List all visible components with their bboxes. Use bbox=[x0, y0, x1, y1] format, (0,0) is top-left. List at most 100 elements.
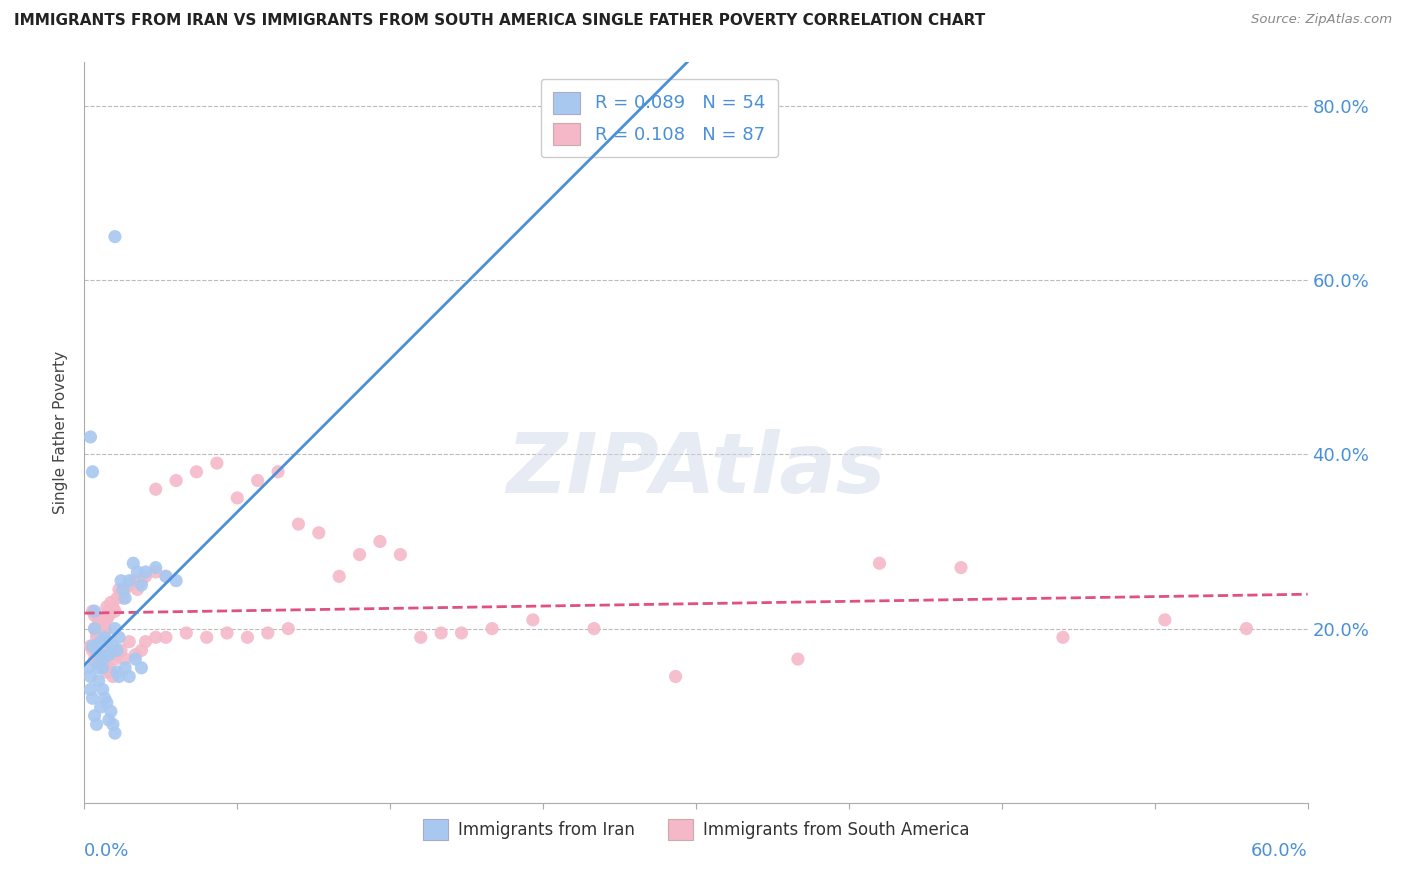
Point bbox=[87, 634, 110, 648]
Point bbox=[131, 574, 153, 588]
Point bbox=[96, 613, 118, 627]
Point bbox=[450, 626, 472, 640]
Point bbox=[124, 652, 146, 666]
Point bbox=[104, 726, 127, 740]
Point bbox=[79, 669, 101, 683]
Point bbox=[1154, 613, 1177, 627]
Point bbox=[93, 661, 115, 675]
Point bbox=[583, 622, 606, 636]
Point bbox=[145, 560, 167, 574]
Point bbox=[108, 582, 131, 597]
Point bbox=[93, 626, 115, 640]
Legend: Immigrants from Iran, Immigrants from South America: Immigrants from Iran, Immigrants from So… bbox=[416, 813, 976, 847]
Point bbox=[104, 622, 127, 636]
Point bbox=[389, 548, 412, 562]
Point bbox=[114, 582, 136, 597]
Point bbox=[131, 643, 153, 657]
Point bbox=[86, 639, 108, 653]
Point bbox=[186, 465, 208, 479]
Point bbox=[90, 652, 112, 666]
Point bbox=[87, 613, 110, 627]
Point bbox=[118, 578, 141, 592]
Point bbox=[118, 634, 141, 648]
Point bbox=[90, 626, 112, 640]
Point bbox=[131, 661, 153, 675]
Point bbox=[87, 643, 110, 657]
Point bbox=[205, 456, 228, 470]
Point bbox=[96, 665, 118, 680]
Point bbox=[430, 626, 453, 640]
Point bbox=[277, 622, 299, 636]
Point bbox=[114, 661, 136, 675]
Point bbox=[86, 643, 108, 657]
Point bbox=[110, 587, 132, 601]
Point bbox=[82, 643, 104, 657]
Point bbox=[165, 574, 187, 588]
Point bbox=[83, 622, 105, 636]
Point bbox=[127, 582, 149, 597]
Point bbox=[90, 700, 112, 714]
Point bbox=[87, 673, 110, 688]
Point bbox=[96, 634, 118, 648]
Point bbox=[79, 430, 101, 444]
Point bbox=[328, 569, 350, 583]
Point bbox=[246, 474, 269, 488]
Point bbox=[101, 599, 124, 614]
Point bbox=[127, 565, 149, 579]
Point bbox=[217, 626, 239, 640]
Point bbox=[91, 613, 114, 627]
Point bbox=[79, 682, 101, 697]
Point bbox=[481, 622, 503, 636]
Point bbox=[174, 626, 197, 640]
Point bbox=[93, 630, 115, 644]
Point bbox=[114, 652, 136, 666]
Point bbox=[114, 591, 136, 606]
Point bbox=[236, 630, 259, 644]
Point bbox=[257, 626, 280, 640]
Point bbox=[522, 613, 544, 627]
Point bbox=[287, 517, 309, 532]
Point bbox=[308, 525, 330, 540]
Point bbox=[1052, 630, 1074, 644]
Point bbox=[950, 560, 973, 574]
Point bbox=[155, 569, 177, 583]
Point bbox=[135, 569, 157, 583]
Point bbox=[105, 648, 128, 662]
Point bbox=[122, 556, 145, 570]
Point bbox=[108, 669, 131, 683]
Point bbox=[118, 574, 141, 588]
Point bbox=[1236, 622, 1258, 636]
Point bbox=[100, 665, 122, 680]
Point bbox=[91, 661, 114, 675]
Point bbox=[83, 652, 105, 666]
Point bbox=[122, 574, 145, 588]
Point bbox=[93, 691, 115, 706]
Point bbox=[105, 665, 128, 680]
Y-axis label: Single Father Poverty: Single Father Poverty bbox=[53, 351, 69, 514]
Text: ZIPAtlas: ZIPAtlas bbox=[506, 429, 886, 510]
Point bbox=[91, 682, 114, 697]
Point bbox=[787, 652, 810, 666]
Point bbox=[409, 630, 432, 644]
Point bbox=[97, 713, 120, 727]
Point bbox=[100, 704, 122, 718]
Point bbox=[82, 604, 104, 618]
Point bbox=[90, 634, 112, 648]
Point bbox=[124, 648, 146, 662]
Point bbox=[104, 604, 127, 618]
Point bbox=[83, 604, 105, 618]
Point bbox=[135, 634, 157, 648]
Point bbox=[87, 657, 110, 671]
Point bbox=[195, 630, 218, 644]
Point bbox=[145, 565, 167, 579]
Point bbox=[101, 717, 124, 731]
Point bbox=[155, 569, 177, 583]
Point bbox=[86, 717, 108, 731]
Point bbox=[104, 652, 127, 666]
Point bbox=[112, 582, 135, 597]
Point bbox=[86, 657, 108, 671]
Point bbox=[79, 639, 101, 653]
Point bbox=[97, 661, 120, 675]
Point bbox=[83, 608, 105, 623]
Point bbox=[135, 565, 157, 579]
